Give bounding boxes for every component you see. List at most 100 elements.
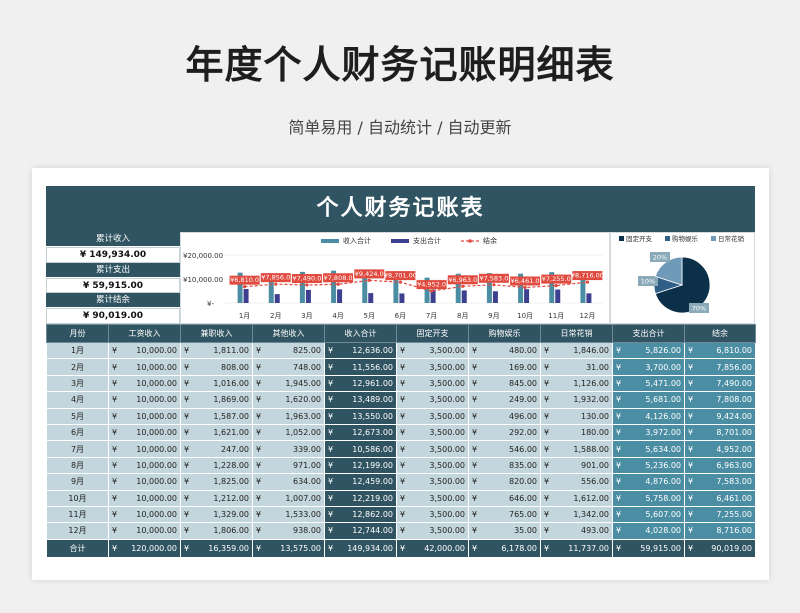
amount-cell: ¥5,681.00 <box>612 391 685 409</box>
y-tick-label: ¥20,000.00 <box>183 252 223 260</box>
amount-value: 12,459.00 <box>352 477 393 487</box>
bar-expense <box>461 290 467 303</box>
currency-symbol: ¥ <box>616 346 622 356</box>
summary-balance-label: 累计结余 <box>46 293 180 309</box>
amount-value: 180.00 <box>581 428 609 438</box>
amount-value: 10,000.00 <box>136 346 177 356</box>
currency-symbol: ¥ <box>688 543 694 553</box>
amount-value: 901.00 <box>581 460 609 470</box>
month-cell: 7月 <box>46 440 109 458</box>
bar-expense <box>337 289 343 303</box>
amount-cell: ¥808.00 <box>180 358 253 376</box>
currency-symbol: ¥ <box>400 428 406 438</box>
amount-value: 765.00 <box>509 510 537 520</box>
data-label-box <box>447 275 478 285</box>
amount-cell: ¥7,856.00 <box>684 358 756 376</box>
currency-symbol: ¥ <box>544 477 550 487</box>
amount-value: 493.00 <box>581 526 609 536</box>
currency-symbol: ¥ <box>112 444 118 454</box>
bar-income <box>580 272 586 303</box>
amount-value: 1,846.00 <box>573 346 609 356</box>
month-cell: 4月 <box>46 391 109 409</box>
amount-cell: ¥1,846.00 <box>540 341 613 360</box>
amount-cell: ¥180.00 <box>540 423 613 442</box>
amount-cell: ¥247.00 <box>180 440 253 458</box>
amount-cell: ¥5,634.00 <box>612 440 685 458</box>
currency-symbol: ¥ <box>256 460 262 470</box>
currency-symbol: ¥ <box>256 428 262 438</box>
amount-value: 496.00 <box>509 411 537 421</box>
amount-cell: ¥13,550.00 <box>324 407 397 425</box>
currency-symbol: ¥ <box>688 346 694 356</box>
amount-cell: ¥59,915.00 <box>612 538 685 558</box>
bar-expense <box>586 293 592 303</box>
legend-swatch <box>321 239 339 243</box>
currency-symbol: ¥ <box>544 428 550 438</box>
table-row: 5月 ¥10,000.00 ¥1,587.00 ¥1,963.00 ¥13,550.00… <box>46 407 756 425</box>
bar-income <box>486 273 492 303</box>
amount-value: 13,489.00 <box>352 395 393 405</box>
pie-legend-swatch <box>711 236 716 241</box>
amount-value: 6,461.00 <box>716 493 752 503</box>
amount-cell: ¥1,612.00 <box>540 489 613 507</box>
currency-symbol: ¥ <box>544 378 550 388</box>
amount-cell: ¥339.00 <box>252 440 325 458</box>
amount-cell: ¥9,424.00 <box>684 407 756 425</box>
x-tick-label: 12月 <box>579 312 595 320</box>
data-label: ¥9,424.0 <box>355 270 384 278</box>
amount-cell: ¥634.00 <box>252 473 325 491</box>
x-tick-label: 11月 <box>548 312 564 320</box>
amount-value: 1,806.00 <box>213 526 249 536</box>
currency-symbol: ¥ <box>400 411 406 421</box>
currency-symbol: ¥ <box>328 411 334 421</box>
amount-cell: ¥4,952.00 <box>684 440 756 458</box>
amount-value: 12,862.00 <box>352 510 393 520</box>
data-label: ¥6,963.0 <box>448 276 477 284</box>
amount-cell: ¥5,471.00 <box>612 374 685 393</box>
amount-value: 247.00 <box>221 444 249 454</box>
amount-cell: ¥825.00 <box>252 341 325 360</box>
amount-value: 4,876.00 <box>645 477 681 487</box>
amount-value: 3,500.00 <box>429 428 465 438</box>
data-label: ¥7,808.0 <box>324 274 353 282</box>
currency-symbol: ¥ <box>544 493 550 503</box>
amount-cell: ¥1,126.00 <box>540 374 613 393</box>
currency-symbol: ¥ <box>256 526 262 536</box>
amount-value: 10,000.00 <box>136 362 177 372</box>
amount-cell: ¥11,737.00 <box>540 538 613 558</box>
currency-symbol: ¥ <box>400 526 406 536</box>
amount-value: 4,028.00 <box>645 526 681 536</box>
amount-cell: ¥493.00 <box>540 522 613 540</box>
currency-symbol: ¥ <box>328 493 334 503</box>
month-cell: 3月 <box>46 374 109 393</box>
amount-value: 1,228.00 <box>213 460 249 470</box>
currency-symbol: ¥ <box>544 444 550 454</box>
data-label-box <box>510 276 541 286</box>
amount-value: 8,701.00 <box>716 428 752 438</box>
currency-symbol: ¥ <box>400 444 406 454</box>
amount-cell: ¥12,961.00 <box>324 374 397 393</box>
data-label-box <box>354 269 385 279</box>
amount-cell: ¥1,329.00 <box>180 505 253 524</box>
amount-value: 13,550.00 <box>352 411 393 421</box>
amount-value: 7,583.00 <box>716 477 752 487</box>
currency-symbol: ¥ <box>112 477 118 487</box>
x-tick-label: 8月 <box>457 312 468 320</box>
amount-cell: ¥1,869.00 <box>180 391 253 409</box>
currency-symbol: ¥ <box>616 510 622 520</box>
amount-cell: ¥4,028.00 <box>612 522 685 540</box>
currency-symbol: ¥ <box>400 510 406 520</box>
table-row: 7月 ¥10,000.00 ¥247.00 ¥339.00 ¥10,586.00 ¥3,5… <box>46 440 756 458</box>
currency-symbol: ¥ <box>616 543 622 553</box>
amount-cell: ¥3,500.00 <box>396 522 469 540</box>
expense-pie-svg: 固定开支 购物娱乐 日常花销 70% 10% 20% <box>619 234 745 314</box>
column-header: 固定开支 <box>396 324 469 343</box>
currency-symbol: ¥ <box>184 444 190 454</box>
amount-cell: ¥646.00 <box>468 489 541 507</box>
balance-point <box>429 289 434 293</box>
currency-symbol: ¥ <box>400 395 406 405</box>
amount-value: 339.00 <box>293 444 321 454</box>
currency-symbol: ¥ <box>256 362 262 372</box>
balance-point <box>305 283 309 287</box>
amount-cell: ¥10,000.00 <box>108 358 181 376</box>
